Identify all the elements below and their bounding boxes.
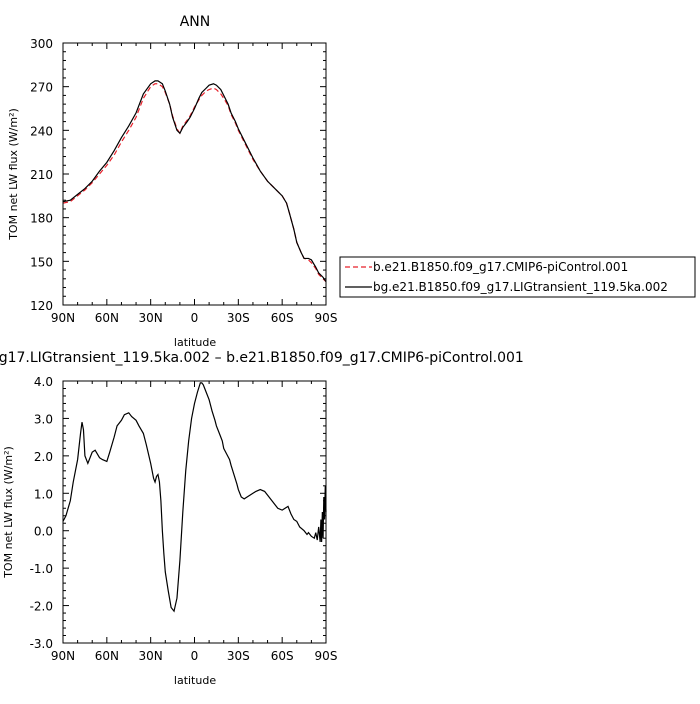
top-panel-plot-area — [62, 80, 327, 283]
bottom-panel-ticks: 90N 60N 30N 0 30S 60S 90S -3.0 -2.0 -1.0 0.0 1.0 2.0… — [30, 375, 338, 663]
bottom-panel-y-tick-label: 4.0 — [34, 375, 53, 389]
bottom-panel-x-tick-label: 60S — [271, 649, 294, 663]
top-panel-ticks: 90N 60N 30N 0 30S 60S 90S 120 150 180 210 240 270 300 — [30, 37, 337, 325]
top-panel-y-tick-label: 270 — [30, 81, 53, 95]
top-panel-y-tick-label: 300 — [30, 37, 53, 51]
bottom-panel-y-tick-label: -1.0 — [30, 562, 53, 576]
top-panel-y-tick-label: 210 — [30, 168, 53, 182]
top-panel-y-tick-label: 240 — [30, 124, 53, 138]
top-panel-x-tick-label: 60N — [95, 311, 119, 325]
legend-box — [339, 256, 696, 298]
bottom-panel-x-tick-label: 0 — [191, 649, 199, 663]
bottom-panel: bg.e21.B1850.f09_g17.LIGtransient_119.5k… — [0, 350, 524, 687]
bottom-panel-y-tick-label: -2.0 — [30, 600, 53, 614]
top-panel-x-tick-label: 0 — [191, 311, 199, 325]
top-panel: ANN 90N 60N 30N 0 30S 60S 90S 120 150 180 210 240 27… — [7, 14, 337, 349]
legend: b.e21.B1850.f09_g17.CMIP6-piControl.001 … — [339, 256, 696, 298]
bottom-panel-x-tick-label: 30S — [227, 649, 250, 663]
bottom-panel-y-tick-label: 3.0 — [34, 412, 53, 426]
top-panel-series-line-1 — [62, 80, 327, 283]
top-panel-x-tick-label: 90N — [51, 311, 75, 325]
top-panel-y-tick-label: 120 — [30, 299, 53, 313]
top-panel-series-line-0 — [62, 83, 327, 283]
top-panel-y-tick-label: 150 — [30, 255, 53, 269]
top-panel-y-tick-label: 180 — [30, 212, 53, 226]
top-panel-y-axis-label: TOM net LW flux (W/m²) — [7, 108, 20, 241]
bottom-panel-x-tick-label: 90S — [315, 649, 338, 663]
bottom-panel-x-tick-label: 30N — [139, 649, 163, 663]
legend-label-picontrol: b.e21.B1850.f09_g17.CMIP6-piControl.001 — [373, 260, 628, 274]
top-panel-x-axis-label: latitude — [174, 336, 216, 349]
bottom-panel-y-tick-label: 2.0 — [34, 450, 53, 464]
top-panel-x-tick-label: 60S — [271, 311, 294, 325]
top-panel-title: ANN — [180, 14, 211, 30]
bottom-panel-series-line-0 — [62, 382, 327, 613]
bottom-panel-x-tick-label: 60N — [95, 649, 119, 663]
top-panel-x-tick-label: 30N — [139, 311, 163, 325]
top-panel-frame — [62, 42, 327, 306]
bottom-panel-y-tick-label: -3.0 — [30, 637, 53, 651]
top-panel-x-tick-label: 90S — [315, 311, 338, 325]
bottom-panel-y-tick-label: 0.0 — [34, 525, 53, 539]
bottom-panel-x-tick-label: 90N — [51, 649, 75, 663]
top-panel-x-tick-label: 30S — [227, 311, 250, 325]
bottom-panel-frame — [62, 380, 327, 644]
bottom-panel-y-axis-label: TOM net LW flux (W/m²) — [2, 446, 15, 579]
bottom-panel-y-tick-label: 1.0 — [34, 487, 53, 501]
bottom-panel-plot-area — [62, 382, 327, 613]
bottom-panel-title: bg.e21.B1850.f09_g17.LIGtransient_119.5k… — [0, 350, 524, 366]
bottom-panel-x-axis-label: latitude — [174, 674, 216, 687]
legend-label-ligtransient: bg.e21.B1850.f09_g17.LIGtransient_119.5k… — [373, 280, 668, 294]
